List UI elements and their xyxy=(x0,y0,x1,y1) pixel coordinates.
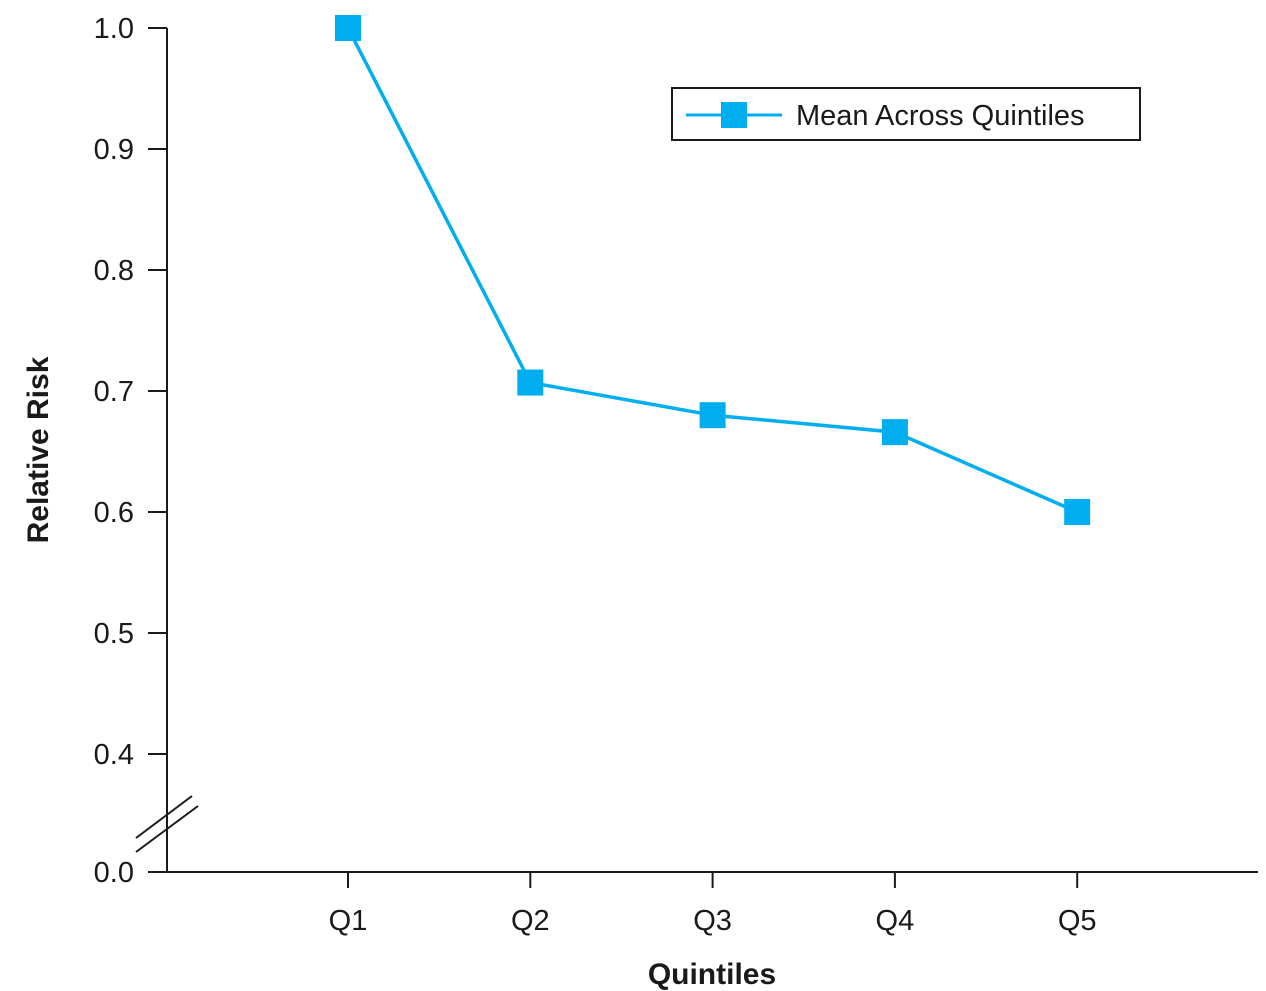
x-tick-label: Q4 xyxy=(876,905,915,937)
legend: Mean Across Quintiles xyxy=(671,87,1141,141)
axes xyxy=(135,28,1258,873)
data-point-marker xyxy=(1064,499,1091,525)
data-point-marker xyxy=(881,419,908,446)
y-tick-label: 1.0 xyxy=(94,13,134,45)
legend-square-marker xyxy=(721,102,747,128)
x-tick-label: Q1 xyxy=(329,905,368,937)
x-axis-title: Quintiles xyxy=(648,958,776,991)
y-tick-label: 0.9 xyxy=(94,134,134,166)
y-tick-label: 0.0 xyxy=(94,857,134,889)
data-point-marker xyxy=(335,15,361,41)
y-ticks: 0.0 0.4 0.5 0.6 0.7 0.8 0.9 1.0 xyxy=(94,13,167,889)
y-tick-label: 0.5 xyxy=(94,618,134,650)
y-tick-label: 0.4 xyxy=(94,739,134,771)
x-tick-label: Q5 xyxy=(1058,905,1097,937)
y-axis-title: Relative Risk xyxy=(22,356,55,543)
x-ticks: Q1 Q2 Q3 Q4 Q5 xyxy=(329,872,1097,937)
axis-break-marker xyxy=(135,795,199,853)
series-mean-across-quintiles xyxy=(335,15,1091,525)
data-point-marker xyxy=(699,402,726,429)
data-point-marker xyxy=(517,369,544,396)
legend-label: Mean Across Quintiles xyxy=(796,100,1085,132)
y-tick-label: 0.6 xyxy=(94,497,134,529)
y-tick-label: 0.7 xyxy=(94,376,134,408)
x-tick-label: Q2 xyxy=(511,905,550,937)
x-tick-label: Q3 xyxy=(693,905,732,937)
y-tick-label: 0.8 xyxy=(94,255,134,287)
